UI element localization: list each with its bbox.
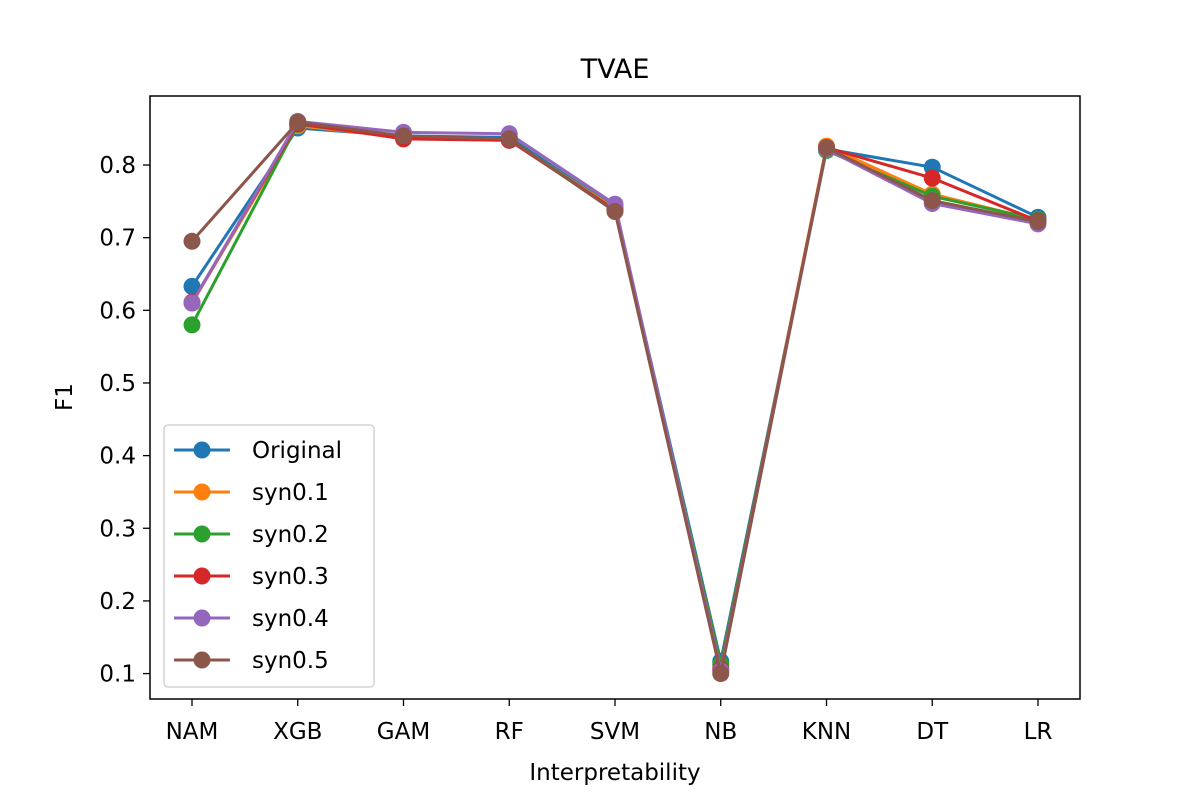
legend-swatch-marker [193, 441, 211, 459]
legend-label: syn0.5 [252, 648, 329, 674]
data-point [606, 203, 624, 221]
data-point [183, 316, 201, 334]
x-axis-label: Interpretability [529, 760, 700, 786]
series-syn0.5 [183, 113, 1047, 683]
legend-label: syn0.1 [252, 480, 329, 506]
legend-swatch-marker [193, 483, 211, 501]
chart-title: TVAE [580, 54, 650, 85]
plot-area [183, 112, 1047, 683]
y-axis: 0.1 0.2 0.3 0.4 0.5 0.6 0.7 0.8 [99, 153, 150, 688]
data-point [183, 294, 201, 312]
data-point [712, 665, 730, 683]
x-tick-label: XGB [273, 719, 322, 745]
data-point [183, 232, 201, 250]
x-tick-label: NAM [166, 719, 219, 745]
x-tick-label: LR [1024, 719, 1053, 745]
data-point [818, 139, 835, 157]
x-tick-label: NB [704, 719, 737, 745]
y-axis-label: F1 [52, 383, 78, 411]
x-tick-label: SVM [590, 719, 640, 745]
data-point [923, 192, 941, 210]
y-tick-label: 0.6 [99, 298, 136, 324]
legend-item: syn0.5 [174, 648, 329, 674]
legend-swatch-marker [193, 609, 211, 627]
legend-item: Original [174, 438, 342, 464]
x-tick-label: KNN [802, 719, 852, 745]
x-tick-label: RF [495, 719, 524, 745]
legend-label: syn0.3 [252, 564, 329, 590]
x-axis: NAM XGB GAM RF SVM NB KNN DT LR [166, 699, 1053, 745]
legend-swatch-marker [193, 567, 211, 585]
data-point [289, 113, 307, 131]
data-point [923, 169, 941, 187]
y-tick-label: 0.3 [99, 516, 136, 542]
legend-item: syn0.3 [174, 564, 329, 590]
legend-swatch-marker [193, 525, 211, 543]
legend-item: syn0.1 [174, 480, 329, 506]
y-tick-label: 0.1 [99, 662, 136, 688]
y-tick-label: 0.8 [99, 153, 136, 179]
legend-item: syn0.2 [174, 522, 329, 548]
y-tick-label: 0.2 [99, 589, 136, 615]
y-tick-label: 0.7 [99, 226, 136, 252]
legend-item: syn0.4 [174, 606, 329, 632]
legend-swatch-marker [193, 651, 211, 669]
x-tick-label: GAM [377, 719, 430, 745]
y-tick-label: 0.5 [99, 371, 136, 397]
data-point [183, 277, 201, 295]
data-point [395, 127, 412, 145]
x-tick-label: DT [916, 719, 949, 745]
y-tick-label: 0.4 [99, 444, 136, 470]
legend-label: syn0.2 [252, 522, 329, 548]
legend: Original syn0.1 syn0.2 syn0.3 syn0.4 syn0.5 [163, 424, 375, 688]
legend-label: syn0.4 [252, 606, 329, 632]
data-point [500, 130, 518, 148]
data-point [1029, 213, 1047, 231]
legend-label: Original [252, 438, 342, 464]
